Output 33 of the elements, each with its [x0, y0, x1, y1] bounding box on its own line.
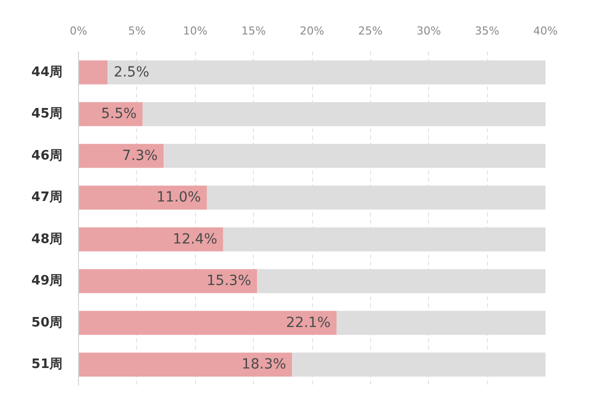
y-tick-label: 44周: [31, 64, 63, 80]
y-tick-label: 46周: [31, 148, 63, 164]
bar: [78, 102, 143, 126]
y-tick-label: 48周: [31, 232, 63, 247]
x-tick-label: 20%: [300, 24, 324, 38]
bar: [78, 60, 108, 84]
bar: [78, 352, 292, 377]
bar: [78, 310, 337, 335]
data-label: 11.0%: [156, 190, 201, 206]
data-label: 18.3%: [242, 356, 286, 373]
data-label: 22.1%: [286, 314, 331, 331]
y-tick-label: 47周: [31, 190, 63, 206]
x-tick-label: 25%: [358, 24, 383, 38]
x-tick-label: 35%: [474, 24, 500, 38]
data-label: 7.3%: [122, 148, 158, 164]
bar: [78, 186, 207, 210]
x-tick-label: 0%: [70, 24, 88, 38]
y-tick-label: 45周: [31, 106, 63, 122]
x-tick-label: 5%: [128, 24, 146, 38]
data-label: 15.3%: [206, 273, 252, 290]
x-tick-label: 10%: [183, 24, 208, 38]
bar: [78, 269, 258, 294]
x-tick-label: 15%: [241, 24, 266, 38]
data-label: 12.4%: [172, 231, 218, 248]
y-tick-label: 50周: [31, 315, 63, 330]
bar: [78, 227, 224, 252]
x-tick-label: 40%: [533, 24, 558, 38]
data-label: 2.5%: [114, 64, 150, 80]
bar: [78, 144, 164, 168]
x-tick-label: 30%: [416, 24, 441, 38]
data-label: 5.5%: [101, 106, 137, 122]
y-tick-label: 49周: [31, 274, 63, 289]
y-tick-label: 51周: [31, 357, 63, 372]
